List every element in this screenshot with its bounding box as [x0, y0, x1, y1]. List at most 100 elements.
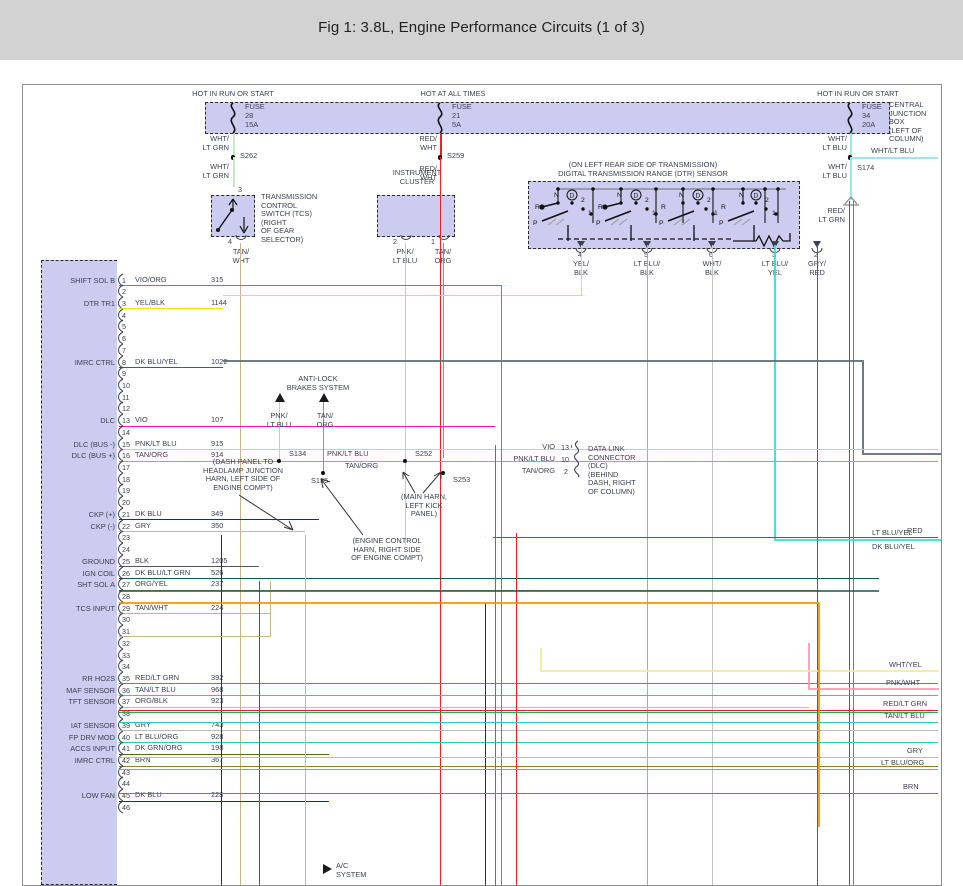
fuse-34-rating: 20A	[862, 120, 876, 129]
pcm-pin-bracket	[118, 273, 124, 286]
main-harn-leaders	[402, 471, 442, 494]
pcm-pin-circuit-number: 224	[211, 602, 224, 612]
fuse-21-name: FUSE	[452, 102, 472, 111]
dlc-pin-13: 13	[561, 443, 569, 452]
pcm-pin-wire-color: GRY	[135, 719, 151, 729]
splice-s252-label: S252	[415, 449, 433, 458]
ref-5-route	[808, 643, 939, 690]
pcm-pin-function: SHIFT SOL B	[70, 275, 115, 285]
abs-wire-left-label: PNK/ LT BLU	[266, 411, 292, 429]
dtr-pin-6: 6	[709, 250, 713, 259]
pcm-pin-function: IGN COIL	[82, 568, 115, 578]
splice-s135-dot	[321, 471, 325, 475]
pcm-pin-wire-trace	[119, 519, 319, 521]
pcm-pin-wire-color: VIO	[135, 415, 148, 425]
pcm-pin-wire-trace	[119, 285, 501, 286]
pcm-pin-bracket	[118, 718, 124, 732]
fuse-21-rating: 5A	[452, 120, 462, 129]
svg-text:N: N	[617, 192, 622, 199]
pcm-pin-circuit-number: 350	[211, 520, 224, 530]
pcm-pin-wire-color: BRN	[135, 755, 151, 765]
pcm-pin-wire-color: DK BLU	[135, 508, 162, 518]
pcm-pin-bracket	[118, 484, 124, 497]
fuse-21-symbol	[437, 102, 443, 134]
pcm-pin-number: 9	[122, 369, 126, 379]
pcm-pin-bracket	[118, 284, 124, 298]
pcm-pin-wire-color: TAN/LT BLU	[135, 684, 176, 694]
tcs-feed-wire	[233, 157, 235, 187]
abs-arrow-right	[319, 393, 329, 402]
pcm-pin-wire-trace	[119, 695, 938, 697]
ref-6-wire-label: WHT/YEL	[889, 660, 922, 669]
pcm-pin-bracket	[118, 448, 124, 462]
mid-wire-label-pnk: PNK/LT BLU	[327, 449, 369, 458]
pcm-pin-function: FP DRV MOD	[68, 732, 115, 742]
pcm-pin-wire-trace	[119, 425, 495, 427]
svg-text:P: P	[659, 220, 664, 227]
splice-s135-label: S135	[311, 476, 329, 485]
pcm-pin-wire-trace	[119, 730, 938, 732]
dlc-connector-bracket	[574, 440, 580, 478]
pcm-pin-wire-trace	[119, 765, 938, 767]
pcm-pin-wire-color: TAN/ORG	[135, 450, 169, 460]
pcm-pin-bracket	[118, 706, 124, 720]
dtr-pin6-arrow	[708, 241, 716, 248]
tcs-pin4-bracket	[235, 234, 247, 240]
pnk-mid-vertical	[501, 285, 502, 885]
pcm-pin-number: 33	[122, 650, 130, 660]
vio-107-vertical	[495, 445, 496, 885]
pcm-pin-wire-trace	[119, 742, 938, 744]
red-lt-grn-vertical	[849, 201, 850, 885]
red-wht-label-lower: RED/ WHT	[419, 164, 437, 182]
dtr-pin-4: 4	[578, 250, 582, 259]
svg-text:2: 2	[707, 197, 711, 204]
pcm-pin-bracket	[118, 683, 124, 697]
dtr-pin5-wire: LT BLU/ BLK	[633, 259, 661, 277]
pcm-pin-bracket	[118, 788, 124, 802]
pcm-pin-number: 18	[122, 474, 130, 484]
pcm-pin-wire-trace	[119, 531, 305, 533]
splice-s259-dot	[437, 155, 443, 160]
pcm-pin-wire-color: DK BLU	[135, 790, 162, 800]
splice-s174-dot	[847, 155, 853, 160]
pcm-pin-wire-color: ORG/YEL	[135, 579, 168, 589]
central-junction-box-label: CENTRAL JUNCTION BOX (LEFT OF COLUMN)	[889, 100, 927, 144]
blk-ground-vertical	[259, 581, 260, 885]
pcm-pin-circuit-number: 107	[211, 415, 224, 425]
fuse-28-number: 28	[245, 111, 254, 120]
pcm-pin-bracket	[118, 425, 124, 439]
pcm-pin-number: 31	[122, 627, 130, 637]
ref-8-wire-label: TAN/LT BLU	[884, 711, 925, 720]
ign-coil-route	[119, 590, 879, 592]
pcm-pin-wire-color: PNK/LT BLU	[135, 438, 177, 448]
pcm-pin-wire-color: YEL/BLK	[135, 297, 165, 307]
pcm-pin-bracket	[118, 730, 124, 744]
red-wht-vertical	[440, 157, 441, 885]
dtr-pin-5: 5	[644, 250, 648, 259]
ref-7-wire	[119, 710, 938, 711]
pcm-pin-function: DLC (BUS -)	[73, 439, 115, 449]
ref-7-wire-green	[119, 712, 938, 713]
pcm-pin-number: 32	[122, 638, 130, 648]
wht-blk-vertical	[712, 245, 713, 885]
splice-s134-dot	[277, 459, 281, 463]
cluster-pin-1: 1	[431, 237, 435, 246]
pcm-pin-bracket	[118, 355, 124, 368]
svg-text:D: D	[754, 193, 759, 200]
central-junction-box	[205, 102, 890, 134]
pcm-pin-wire-trace	[119, 566, 259, 568]
pcm-pin-number: 6	[122, 334, 126, 344]
splice-s253-label: S253	[453, 475, 471, 484]
svg-text:P: P	[596, 220, 601, 227]
pcm-pin-number: 24	[122, 545, 130, 555]
pcm-pin-bracket	[118, 753, 124, 767]
pcm-pin-number: 28	[122, 591, 130, 601]
pcm-pin-circuit-number: 237	[211, 579, 224, 589]
pcm-pin-bracket	[118, 554, 124, 568]
pcm-pin-wire-trace	[119, 449, 938, 451]
pcm-pin-circuit-number: 915	[211, 438, 224, 448]
svg-text:R: R	[535, 204, 540, 211]
red-lt-grn-label: RED/ LT GRN	[818, 206, 845, 224]
pcm-pin-function: IMRC CTRL	[74, 756, 115, 766]
ref-6-route	[540, 648, 939, 672]
